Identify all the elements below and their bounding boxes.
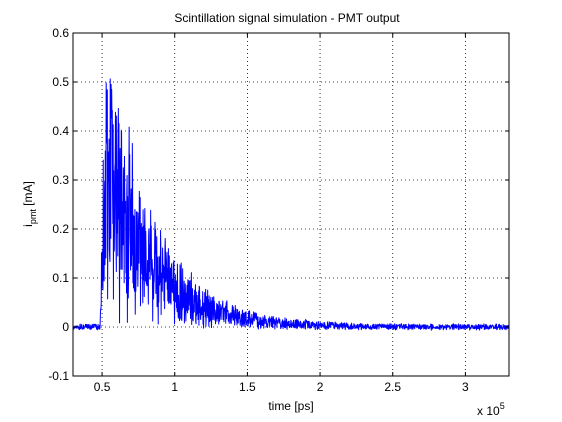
- x-tick-label: 3: [462, 380, 469, 394]
- plot-area: [73, 33, 509, 376]
- y-tick-label: -0.1: [48, 369, 69, 383]
- y-tick-label: 0.1: [52, 271, 69, 285]
- y-axis-label: ipmt [mA]: [21, 181, 38, 227]
- y-tick-label: 0: [62, 320, 69, 334]
- y-tick-label: 0.6: [52, 26, 69, 40]
- pmt-signal-line: [72, 78, 510, 331]
- y-tick-label: 0.5: [52, 75, 69, 89]
- plot-border: [72, 32, 510, 377]
- x-tick-label: 2: [317, 380, 324, 394]
- y-tick-label: 0.2: [52, 222, 69, 236]
- x-axis-label: time [ps]: [268, 399, 313, 413]
- y-tick-label: 0.4: [52, 124, 69, 138]
- y-axis-label-unit: [mA]: [21, 181, 35, 209]
- series-layer: [72, 78, 510, 331]
- x-tick-label: 0.5: [94, 380, 111, 394]
- y-tick-label: 0.3: [52, 173, 69, 187]
- x-tick-label: 1: [171, 380, 178, 394]
- y-tick-labels: -0.1 0 0.1 0.2 0.3 0.4 0.5 0.6: [48, 26, 69, 383]
- x-tick-label: 1.5: [239, 380, 256, 394]
- x-axis-exponent-label: x 105: [477, 401, 505, 418]
- tick-layer: [73, 32, 509, 377]
- chart-title: Scintillation signal simulation - PMT ou…: [174, 11, 400, 25]
- x-tick-labels: 0.5 1 1.5 2 2.5 3: [94, 380, 469, 394]
- x-tick-label: 2.5: [384, 380, 401, 394]
- y-axis-label-base: i: [21, 224, 35, 227]
- x-axis-exponent-value: 5: [500, 401, 505, 411]
- x-axis-exponent-base: x 10: [477, 404, 500, 418]
- y-axis-label-subscript: pmt: [28, 209, 38, 225]
